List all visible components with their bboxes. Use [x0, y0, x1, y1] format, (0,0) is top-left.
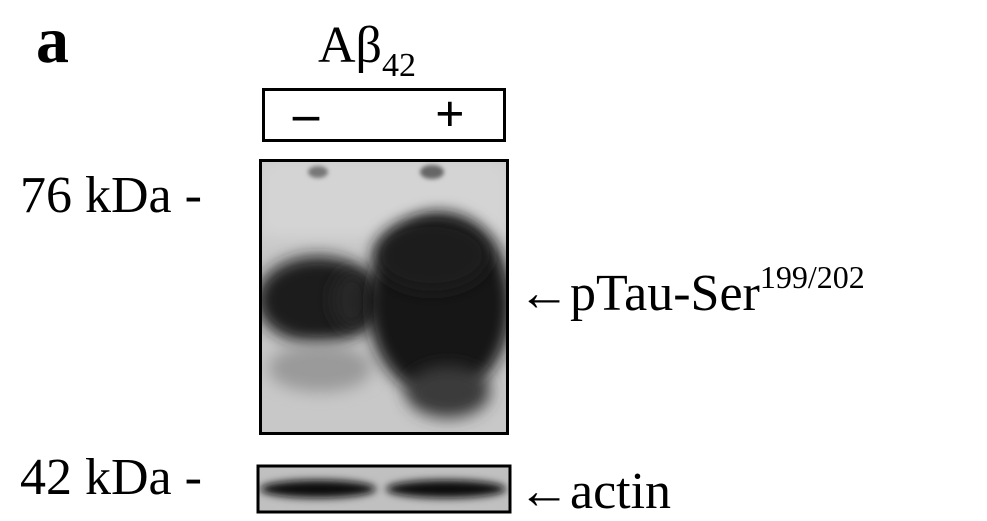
actin-label-text: actin — [570, 463, 672, 520]
lane-header-box: – + — [262, 88, 506, 142]
actin-blot — [259, 467, 509, 511]
marker-42kda: 42 kDa - — [20, 449, 202, 506]
panel-letter: a — [36, 4, 69, 77]
actin-arrow-icon: ← — [518, 463, 570, 520]
ptau-label-superscript: 199/202 — [759, 259, 865, 295]
lane-minus-sign: – — [293, 86, 319, 143]
actin-band-label: ←actin — [518, 466, 671, 518]
lane-plus-sign: + — [435, 86, 465, 143]
ptau-band-label: ←pTau-Ser199/202 — [518, 261, 865, 322]
treatment-name: Aβ — [318, 17, 383, 74]
treatment-label: Aβ42 — [318, 17, 416, 83]
ptau-label-text: pTau-Ser — [570, 265, 760, 322]
marker-76kda: 76 kDa - — [20, 167, 202, 224]
ptau-arrow-icon: ← — [518, 265, 570, 322]
ptau-blot — [262, 162, 506, 432]
treatment-subscript: 42 — [382, 47, 417, 84]
